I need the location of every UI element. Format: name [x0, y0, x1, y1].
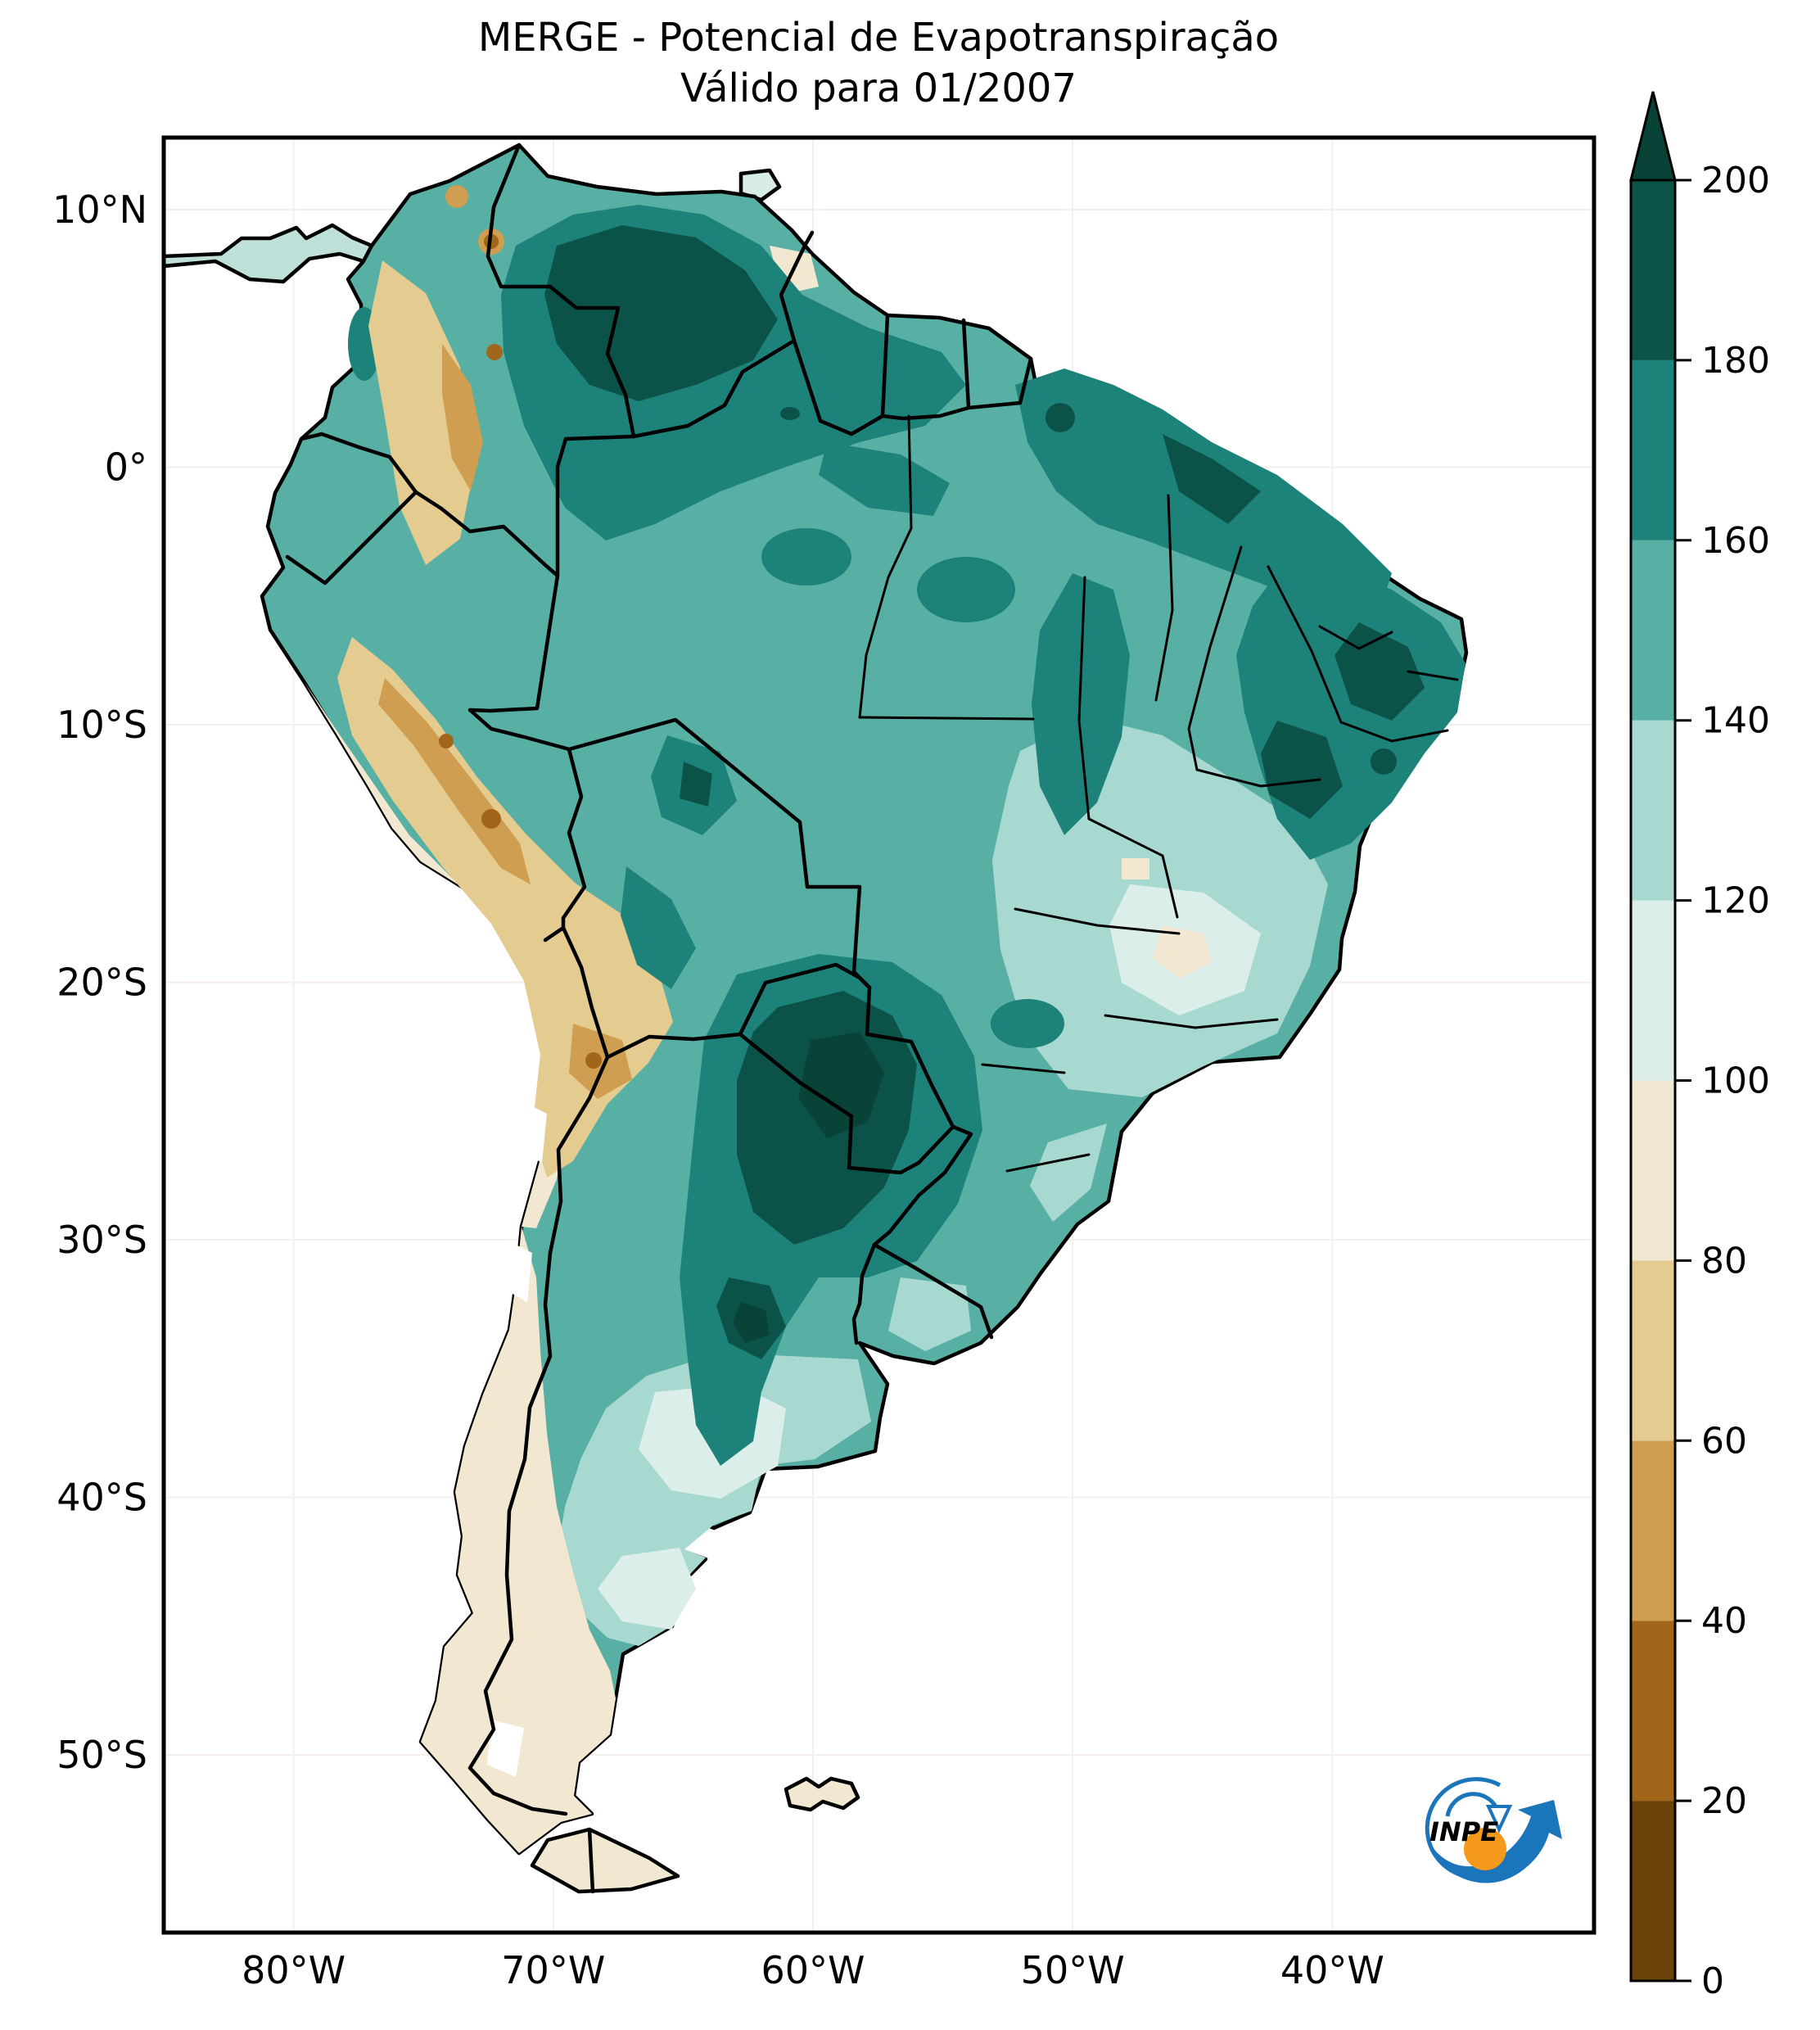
inpe-logo: INPE: [1425, 1777, 1562, 1883]
colorbar-segment: [1631, 359, 1675, 540]
contour-band-160-200: [501, 205, 1465, 1466]
y-tick-label: 0°: [105, 445, 147, 490]
y-tick-label: 30°S: [56, 1218, 147, 1262]
falkland-islands: [784, 1776, 860, 1812]
chart-subtitle: Válido para 01/2007: [680, 66, 1077, 111]
colorbar-tick-label: 80: [1701, 1240, 1747, 1282]
colorbar-segment: [1631, 1260, 1675, 1441]
tierra-del-fuego: [530, 1827, 680, 1894]
colorbar-segment: [1631, 180, 1675, 360]
chart-title: MERGE - Potencial de Evapotranspiração: [478, 15, 1279, 61]
y-tick-label: 20°S: [56, 961, 147, 1005]
inpe-logo-down-arrow-icon: [1485, 1805, 1513, 1833]
state-borders: [858, 414, 1459, 1173]
colorbar-segment: [1631, 1621, 1675, 1802]
trinidad-island: [738, 168, 782, 202]
colorbar-tick-label: 60: [1701, 1420, 1747, 1462]
colorbar-tick-label: 40: [1701, 1600, 1747, 1642]
inpe-logo-swoosh-arrow: [1426, 1800, 1562, 1883]
x-tick-label: 80°W: [242, 1948, 345, 1992]
colorbar-tick-label: 0: [1701, 1960, 1724, 2002]
colorbar-segment: [1631, 1440, 1675, 1621]
inpe-logo-text: INPE: [1429, 1816, 1498, 1847]
y-tick-label: 10°N: [52, 188, 147, 232]
x-tick-label: 40°W: [1280, 1948, 1384, 1992]
colorbar-tick-label: 180: [1701, 340, 1770, 382]
colorbar-extend-max-arrow: [1629, 91, 1677, 182]
colorbar-tick-label: 140: [1701, 700, 1770, 742]
inpe-logo-orange-dot: [1464, 1828, 1506, 1870]
x-tick-label: 70°W: [501, 1948, 605, 1992]
colorbar-segment: [1631, 1080, 1675, 1261]
map-area: INPE: [165, 139, 1592, 1931]
y-axis-tick-labels: 10°N 0° 10°S 20°S 30°S 40°S 50°S: [52, 188, 147, 1777]
y-tick-label: 40°S: [56, 1476, 147, 1520]
x-tick-label: 60°W: [761, 1948, 865, 1992]
colorbar-tick-label: 100: [1701, 1060, 1770, 1102]
colorbar-segment: [1631, 540, 1675, 721]
colorbar-tick-label: 120: [1701, 880, 1770, 922]
map-frame: [161, 135, 1596, 1935]
colorbar-segment: [1631, 720, 1675, 901]
andes-dry-bands: [337, 185, 673, 1178]
colorbar-tick-label: 20: [1701, 1780, 1747, 1822]
y-tick-label: 50°S: [56, 1733, 147, 1777]
colorbar-segment: [1631, 1801, 1675, 1981]
x-tick-label: 50°W: [1021, 1948, 1125, 1992]
y-tick-label: 10°S: [56, 703, 147, 747]
colorbar: 0 20 40 60 80 100 120 140 160 180 200: [1629, 91, 1770, 2002]
colorbar-segment: [1631, 900, 1675, 1081]
inpe-logo-inner-arc: [1445, 1792, 1499, 1817]
x-axis-tick-labels: 80°W 70°W 60°W 50°W 40°W: [242, 1948, 1384, 1992]
colorbar-tick-label: 160: [1701, 520, 1770, 562]
central-america-landmass: [165, 223, 374, 284]
country-borders: [285, 142, 1033, 1894]
colorbar-tick-label: 200: [1701, 160, 1770, 201]
